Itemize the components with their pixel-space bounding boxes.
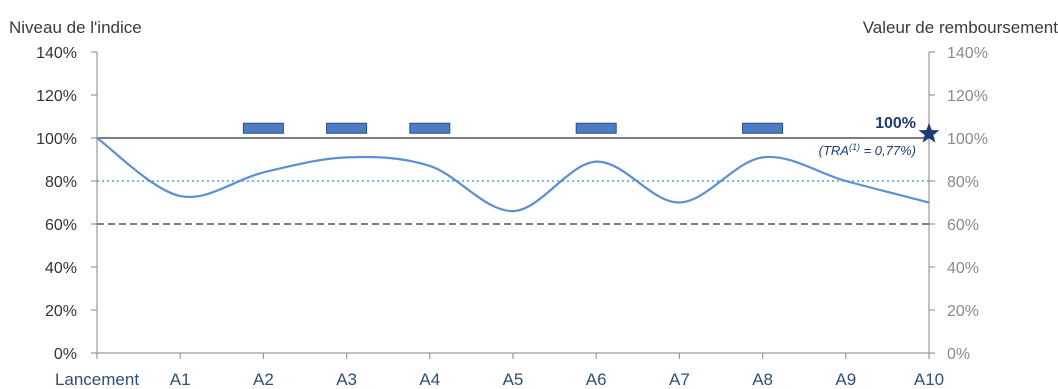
annotation: 100% (TRA(1) = 0,77%) <box>819 115 940 158</box>
right-tick-label: 0% <box>947 346 970 363</box>
annotation-tra: (TRA(1) = 0,77%) <box>819 142 916 158</box>
right-tick-label: 120% <box>947 88 988 105</box>
right-tick-label: 80% <box>947 174 979 191</box>
left-tick-label: 60% <box>45 217 77 234</box>
annotation-tra-prefix: (TRA <box>819 143 849 158</box>
annotation-value: 100% <box>875 115 916 132</box>
left-tick-label: 140% <box>36 45 77 62</box>
right-tick-label: 20% <box>947 303 979 320</box>
marker-A2 <box>242 122 284 134</box>
x-tick-label: A5 <box>503 370 524 389</box>
x-tick-label: A3 <box>336 370 357 389</box>
tick-labels: 0% 0% 20% 20% 40% 40% 60% 60% 80% 80% 100% 100% 120%… <box>36 45 988 389</box>
marker-A4 <box>409 122 451 134</box>
annotation-tra-suffix: = 0,77%) <box>860 143 916 158</box>
series-line <box>96 137 930 213</box>
x-tick-label: A10 <box>914 370 944 389</box>
left-tick-label: 100% <box>36 131 77 148</box>
x-tick-label: A1 <box>170 370 191 389</box>
x-tick-label: A7 <box>669 370 690 389</box>
right-axis-title: Valeur de remboursement <box>862 18 1058 37</box>
right-tick-label: 140% <box>947 45 988 62</box>
marker-A8 <box>742 122 784 134</box>
axes <box>91 51 935 359</box>
left-axis-title: Niveau de l'indice <box>9 18 142 37</box>
x-tick-label: A8 <box>752 370 773 389</box>
star-icon <box>918 122 940 143</box>
x-tick-label: A9 <box>835 370 856 389</box>
left-tick-label: 20% <box>45 303 77 320</box>
marker-A3 <box>326 122 368 134</box>
left-tick-label: 80% <box>45 174 77 191</box>
right-tick-label: 100% <box>947 131 988 148</box>
x-tick-label: A4 <box>419 370 440 389</box>
x-tick-label: Lancement <box>55 370 139 389</box>
annotation-tra-footnote: (1) <box>849 142 860 152</box>
marker-A6 <box>575 122 617 134</box>
left-tick-label: 120% <box>36 88 77 105</box>
series <box>96 137 930 213</box>
reference-lines <box>97 137 929 225</box>
left-tick-label: 40% <box>45 260 77 277</box>
right-tick-label: 60% <box>947 217 979 234</box>
right-tick-label: 40% <box>947 260 979 277</box>
left-tick-label: 0% <box>54 346 77 363</box>
markers <box>242 122 784 134</box>
x-tick-label: A6 <box>586 370 607 389</box>
x-tick-label: A2 <box>253 370 274 389</box>
